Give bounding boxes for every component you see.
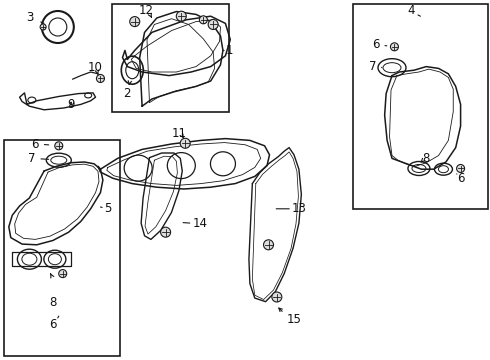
Circle shape bbox=[97, 75, 104, 82]
Text: 6: 6 bbox=[457, 172, 465, 185]
Circle shape bbox=[161, 227, 171, 237]
Text: 6: 6 bbox=[49, 318, 57, 330]
Circle shape bbox=[272, 292, 282, 302]
Circle shape bbox=[208, 19, 218, 30]
Text: 7: 7 bbox=[28, 152, 36, 165]
Text: 6: 6 bbox=[31, 138, 39, 150]
Circle shape bbox=[40, 24, 46, 30]
Text: 15: 15 bbox=[287, 313, 301, 326]
Circle shape bbox=[264, 240, 273, 250]
Text: 10: 10 bbox=[88, 61, 103, 74]
Text: 1: 1 bbox=[225, 44, 233, 57]
Text: 4: 4 bbox=[408, 4, 416, 17]
Text: 5: 5 bbox=[104, 202, 112, 215]
Text: 9: 9 bbox=[67, 98, 75, 111]
Text: 14: 14 bbox=[193, 217, 207, 230]
Circle shape bbox=[457, 165, 465, 172]
Text: 8: 8 bbox=[49, 296, 57, 309]
Text: 3: 3 bbox=[25, 11, 33, 24]
Text: 7: 7 bbox=[368, 60, 376, 73]
Bar bbox=[353, 4, 488, 209]
Circle shape bbox=[180, 138, 190, 148]
Text: 2: 2 bbox=[122, 87, 130, 100]
Circle shape bbox=[130, 17, 140, 27]
Bar bbox=[4, 140, 120, 356]
Circle shape bbox=[199, 16, 207, 24]
Circle shape bbox=[55, 142, 63, 150]
Circle shape bbox=[176, 11, 186, 21]
Text: 6: 6 bbox=[372, 39, 380, 51]
Text: 13: 13 bbox=[292, 202, 306, 215]
Circle shape bbox=[59, 270, 67, 278]
Circle shape bbox=[391, 43, 398, 51]
Bar bbox=[112, 4, 229, 112]
Text: 12: 12 bbox=[139, 4, 153, 17]
Text: 11: 11 bbox=[172, 127, 186, 140]
Text: 8: 8 bbox=[422, 152, 430, 165]
